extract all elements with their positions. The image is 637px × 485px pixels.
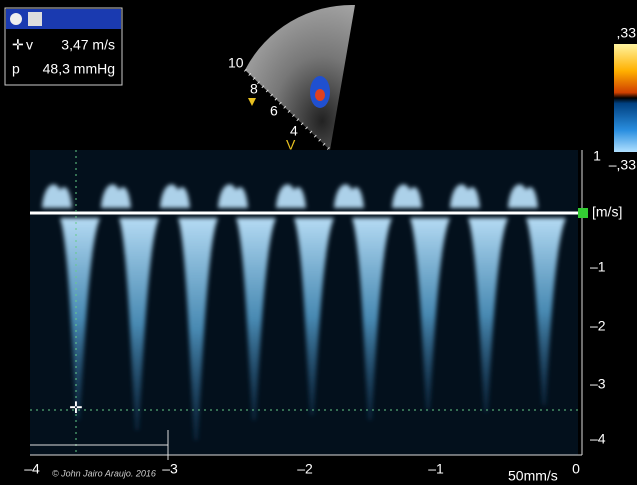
time-label: –1	[428, 461, 444, 477]
velocity-label: –2	[590, 318, 606, 334]
icon	[10, 13, 22, 25]
measure-header	[6, 9, 121, 29]
ultrasound-screen: ✛ ✛ v 3,47 m/s p 48,3 mmHg 10 8 6 4 V ,3…	[0, 0, 637, 485]
color-bar	[614, 44, 637, 152]
copyright: © John Jairo Araujo. 2016	[52, 468, 156, 478]
depth-label: 8	[250, 81, 258, 97]
color-scale-top: ,33	[617, 25, 637, 41]
measure-value: 3,47 m/s	[61, 37, 115, 53]
velocity-label: 1	[593, 148, 601, 164]
cursor-icon: ✛	[12, 37, 24, 53]
baseline-handle	[578, 208, 588, 218]
velocity-label: –4	[590, 431, 606, 447]
time-label: 0	[572, 461, 580, 477]
measure-value: 48,3 mmHg	[43, 61, 115, 77]
sweep-speed: 50mm/s	[508, 468, 558, 484]
velocity-unit: [m/s]	[592, 204, 622, 220]
depth-label: 6	[270, 103, 278, 119]
velocity-label: –3	[590, 376, 606, 392]
depth-label: 10	[228, 55, 244, 71]
time-label: –3	[162, 461, 178, 477]
color-flow	[315, 89, 325, 101]
page: ✛ ✛ v 3,47 m/s p 48,3 mmHg 10 8 6 4 V ,3…	[0, 0, 637, 485]
velocity-label: –1	[590, 259, 606, 275]
measure-label: p	[12, 61, 20, 77]
cursor-cross: ✛	[69, 400, 82, 417]
time-label: –2	[297, 461, 313, 477]
measure-label: v	[26, 37, 33, 53]
icon	[28, 12, 42, 26]
time-label: –4	[24, 461, 40, 477]
color-scale-bottom: –,33	[609, 157, 636, 173]
sector-marker: V	[286, 137, 296, 153]
